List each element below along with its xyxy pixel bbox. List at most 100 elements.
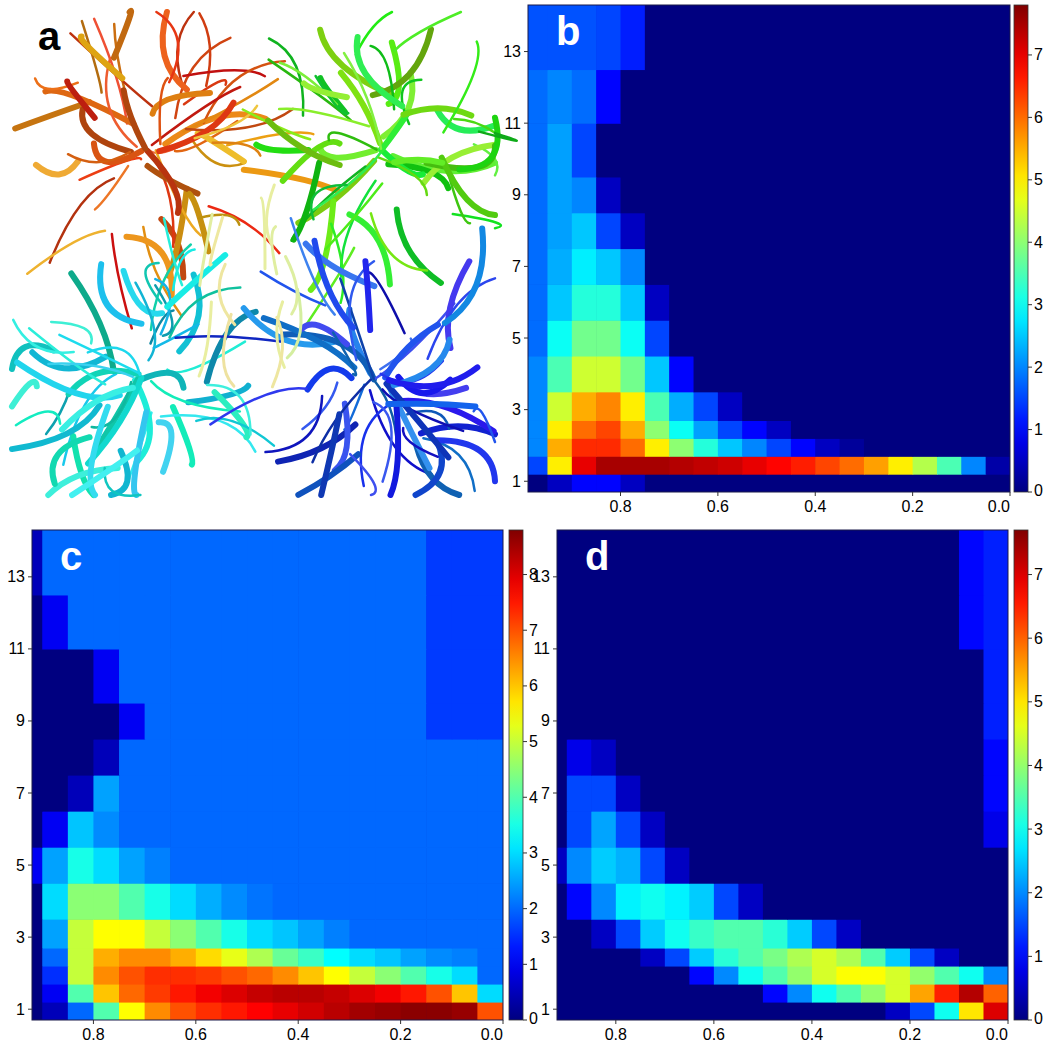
- heat-cell: [815, 456, 840, 475]
- heat-cell: [572, 69, 597, 123]
- heat-cell: [986, 438, 1010, 457]
- heat-cell: [42, 649, 68, 704]
- heat-cell: [694, 69, 719, 123]
- heat-cell: [145, 595, 171, 650]
- heat-cell: [959, 703, 984, 740]
- heat-cell: [401, 919, 427, 948]
- panel-label: c: [60, 534, 82, 578]
- heat-cell: [375, 530, 401, 595]
- heat-cell: [763, 530, 788, 595]
- colorbar-tick: [523, 908, 527, 909]
- heat-cell: [718, 456, 743, 475]
- y-tick: [28, 937, 32, 938]
- heat-cell: [738, 703, 763, 740]
- heat-cell: [528, 284, 548, 320]
- heat-cell: [885, 530, 910, 595]
- heat-cell: [913, 438, 938, 457]
- heat-cell: [840, 213, 865, 249]
- heat-cell: [986, 320, 1010, 356]
- heat-cell: [547, 420, 572, 439]
- heat-cell: [738, 984, 763, 1003]
- heat-cell: [273, 703, 299, 740]
- heat-cell: [557, 811, 567, 848]
- heat-cell: [840, 438, 865, 457]
- y-tick: [553, 865, 557, 866]
- heat-cell: [298, 775, 324, 812]
- heat-cell: [864, 123, 889, 177]
- x-tick-label: 0.4: [804, 498, 826, 515]
- y-tick-label: 1: [16, 1001, 25, 1018]
- heat-cell: [665, 847, 690, 884]
- heat-cell: [145, 530, 171, 595]
- heat-cell: [477, 811, 503, 848]
- heat-cell: [596, 5, 621, 70]
- heat-cell: [477, 1002, 503, 1020]
- heat-cell: [401, 847, 427, 884]
- heat-cell: [596, 320, 621, 356]
- heat-cell: [959, 649, 984, 704]
- y-tick: [524, 338, 528, 339]
- heat-cell: [861, 811, 886, 848]
- colorbar-tick-label: 7: [1034, 46, 1043, 63]
- heat-cell: [888, 69, 913, 123]
- heat-cell: [913, 456, 938, 475]
- x-tick: [909, 1020, 910, 1024]
- heat-cell: [273, 649, 299, 704]
- heat-cell: [937, 284, 962, 320]
- heat-cell: [557, 919, 567, 948]
- y-tick-label: 13: [532, 568, 550, 585]
- ribbon: [67, 82, 95, 118]
- heat-cell: [787, 984, 812, 1003]
- heat-cell: [934, 984, 959, 1003]
- panel-label: d: [585, 534, 609, 578]
- ribbon: [183, 70, 265, 76]
- heat-cell: [349, 919, 375, 948]
- heat-cell: [864, 249, 889, 285]
- heat-cell: [937, 320, 962, 356]
- heatmap-panel: 0.80.60.40.20.0135791113012345678c: [0, 530, 538, 1043]
- heat-cell: [836, 775, 861, 812]
- colorbar-tick: [1028, 574, 1032, 575]
- heat-cell: [791, 69, 816, 123]
- heat-cell: [426, 984, 452, 1003]
- heat-cell: [616, 883, 641, 920]
- heat-cell: [718, 249, 743, 285]
- heat-cell: [718, 474, 743, 492]
- heat-cell: [694, 456, 719, 475]
- heat-cell: [621, 123, 646, 177]
- y-tick-label: 11: [533, 640, 550, 657]
- ribbon: [12, 382, 37, 407]
- heat-cell: [983, 847, 1008, 884]
- ribbon: [198, 133, 244, 161]
- heat-cell: [787, 948, 812, 967]
- heat-cell: [861, 919, 886, 948]
- heat-cell: [621, 213, 646, 249]
- heat-cell: [864, 5, 889, 70]
- heat-cell: [983, 739, 1008, 776]
- heat-cell: [596, 356, 621, 392]
- y-tick-label: 5: [541, 857, 550, 874]
- heat-cell: [694, 213, 719, 249]
- heat-cell: [986, 456, 1010, 475]
- heat-cell: [861, 984, 886, 1003]
- heat-cell: [616, 966, 641, 985]
- heat-cell: [32, 883, 43, 920]
- colorbar-tick: [523, 964, 527, 965]
- heat-cell: [528, 123, 548, 177]
- heat-cell: [738, 919, 763, 948]
- colorbar-tick: [523, 741, 527, 742]
- heat-cell: [864, 213, 889, 249]
- colorbar-tick-label: 5: [1034, 693, 1043, 710]
- heat-cell: [93, 811, 119, 848]
- x-tick-label: 0.6: [707, 498, 729, 515]
- heat-cell: [324, 649, 350, 704]
- heat-cell: [812, 847, 837, 884]
- heat-cell: [714, 984, 739, 1003]
- y-tick: [524, 409, 528, 410]
- heat-cell: [694, 284, 719, 320]
- heat-cell: [815, 123, 840, 177]
- heat-cell: [477, 739, 503, 776]
- heat-cell: [42, 883, 68, 920]
- heat-cell: [572, 456, 597, 475]
- heat-cell: [787, 811, 812, 848]
